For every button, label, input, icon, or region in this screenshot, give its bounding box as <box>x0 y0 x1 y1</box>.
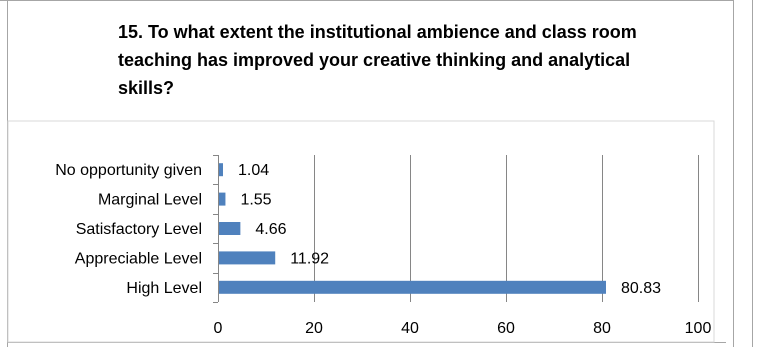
category-label-2: Satisfactory Level <box>76 221 202 238</box>
category-label-1: Marginal Level <box>98 192 202 209</box>
value-label-1: 1.55 <box>240 192 271 209</box>
x-tick-label-4: 80 <box>593 320 611 337</box>
bar-0 <box>219 163 223 177</box>
plot-area-border <box>7 120 715 343</box>
x-tick-label-1: 20 <box>305 320 323 337</box>
value-label-2: 4.66 <box>255 221 286 238</box>
x-tick-label-5: 100 <box>685 320 712 337</box>
value-label-3: 11.92 <box>290 250 329 267</box>
chart-title-block: 15. To what extent the institutional amb… <box>118 18 678 102</box>
x-tick-label-0: 0 <box>214 320 223 337</box>
bar-2 <box>219 222 241 235</box>
category-label-3: Appreciable Level <box>75 250 202 267</box>
category-label-0: No opportunity given <box>55 162 202 179</box>
category-label-4: High Level <box>126 280 202 297</box>
value-label-4: 80.83 <box>621 280 661 297</box>
bar-4 <box>219 280 606 294</box>
value-label-0: 1.04 <box>238 162 269 179</box>
frame-right-outer-line <box>752 0 753 347</box>
x-tick-label-2: 40 <box>401 320 419 337</box>
frame-top-line <box>0 0 734 1</box>
chart-title: 15. To what extent the institutional amb… <box>118 22 637 98</box>
bar-1 <box>219 192 226 206</box>
bar-3 <box>219 251 276 265</box>
frame-right-line <box>733 0 734 347</box>
x-tick-label-3: 60 <box>497 320 515 337</box>
